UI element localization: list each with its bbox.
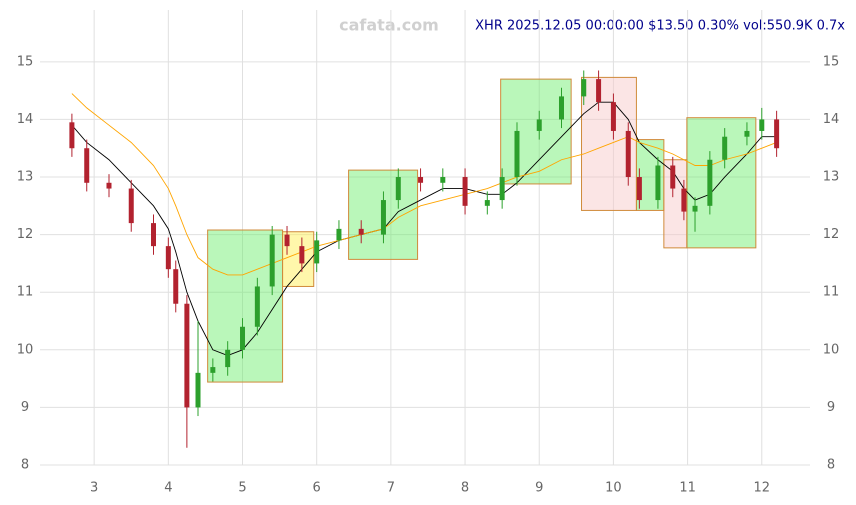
x-tick-label: 11 bbox=[679, 481, 696, 496]
candle-body bbox=[69, 122, 75, 149]
x-tick-label: 5 bbox=[238, 481, 246, 496]
candle-body bbox=[625, 130, 631, 178]
candle-body bbox=[581, 79, 587, 97]
candle-body bbox=[225, 349, 231, 368]
y-tick-label: 10 bbox=[17, 342, 34, 357]
y-tick-label-right: 12 bbox=[823, 227, 840, 242]
candle-body bbox=[358, 228, 364, 235]
candle-body bbox=[165, 246, 171, 270]
candle-body bbox=[314, 240, 320, 264]
candle-body bbox=[128, 188, 134, 224]
candle-body bbox=[284, 234, 290, 247]
x-tick-label: 9 bbox=[535, 481, 543, 496]
candle-body bbox=[106, 182, 112, 189]
candle-body bbox=[84, 148, 90, 183]
x-tick-label: 3 bbox=[90, 481, 98, 496]
y-tick-label: 14 bbox=[17, 112, 34, 127]
x-tick-label: 4 bbox=[164, 481, 172, 496]
candle-body bbox=[254, 286, 260, 327]
range-box bbox=[686, 117, 757, 249]
y-tick-label: 15 bbox=[17, 54, 34, 69]
candle-body bbox=[462, 177, 468, 206]
candle-body bbox=[150, 223, 156, 247]
y-tick-label: 8 bbox=[21, 458, 29, 473]
candle-body bbox=[692, 205, 698, 212]
candle-body bbox=[418, 177, 424, 183]
y-tick-label-right: 10 bbox=[823, 342, 840, 357]
candle-body bbox=[210, 367, 216, 373]
range-box bbox=[500, 78, 572, 185]
candle-body bbox=[269, 234, 275, 287]
y-tick-label-right: 8 bbox=[827, 458, 835, 473]
candle-body bbox=[184, 303, 190, 408]
candle-body bbox=[596, 79, 602, 103]
candle-body bbox=[636, 177, 642, 201]
candle-body bbox=[670, 165, 676, 189]
candle-body bbox=[514, 130, 520, 178]
y-tick-label: 9 bbox=[21, 400, 29, 415]
x-tick-label: 8 bbox=[461, 481, 469, 496]
candle-body bbox=[240, 326, 246, 350]
candle-body bbox=[336, 228, 342, 241]
y-tick-label: 13 bbox=[17, 170, 34, 185]
candle-body bbox=[744, 130, 750, 137]
candle-body bbox=[536, 119, 542, 131]
candle-body bbox=[299, 246, 305, 264]
candle-body bbox=[558, 96, 564, 120]
grid: 8 8 9 9 10 10 11 11 12 12 13 13 14 14 15 15 3 4 5 6 7 8 9 10 11 1… bbox=[17, 10, 840, 496]
candle-body bbox=[655, 165, 661, 201]
y-tick-label-right: 14 bbox=[823, 112, 840, 127]
y-tick-label: 12 bbox=[17, 227, 34, 242]
candle-body bbox=[774, 119, 780, 149]
candle-body bbox=[440, 177, 446, 183]
chart-title: XHR 2025.12.05 00:00:00 $13.50 0.30% vol… bbox=[475, 19, 845, 34]
x-tick-label: 10 bbox=[605, 481, 622, 496]
watermark: cafata.com bbox=[339, 16, 439, 35]
boxes bbox=[207, 76, 757, 383]
y-tick-label-right: 15 bbox=[823, 54, 840, 69]
candle-body bbox=[195, 372, 201, 408]
y-tick-label-right: 13 bbox=[823, 170, 840, 185]
y-tick-label: 11 bbox=[17, 285, 34, 300]
y-tick-label-right: 11 bbox=[823, 285, 840, 300]
x-tick-label: 6 bbox=[313, 481, 321, 496]
candle-body bbox=[681, 188, 687, 212]
candle-body bbox=[499, 177, 505, 201]
candle-body bbox=[610, 102, 616, 131]
range-box bbox=[282, 231, 315, 287]
candle-body bbox=[173, 269, 179, 304]
x-tick-label: 12 bbox=[754, 481, 771, 496]
candle-body bbox=[759, 119, 765, 131]
marks bbox=[69, 70, 780, 448]
candle-body bbox=[380, 200, 386, 235]
moving-average bbox=[71, 93, 777, 276]
y-tick-label-right: 9 bbox=[827, 400, 835, 415]
x-tick-label: 7 bbox=[387, 481, 395, 496]
candle-body bbox=[722, 136, 728, 160]
candle-body bbox=[395, 177, 401, 201]
candle-body bbox=[484, 200, 490, 206]
candle-body bbox=[707, 159, 713, 206]
